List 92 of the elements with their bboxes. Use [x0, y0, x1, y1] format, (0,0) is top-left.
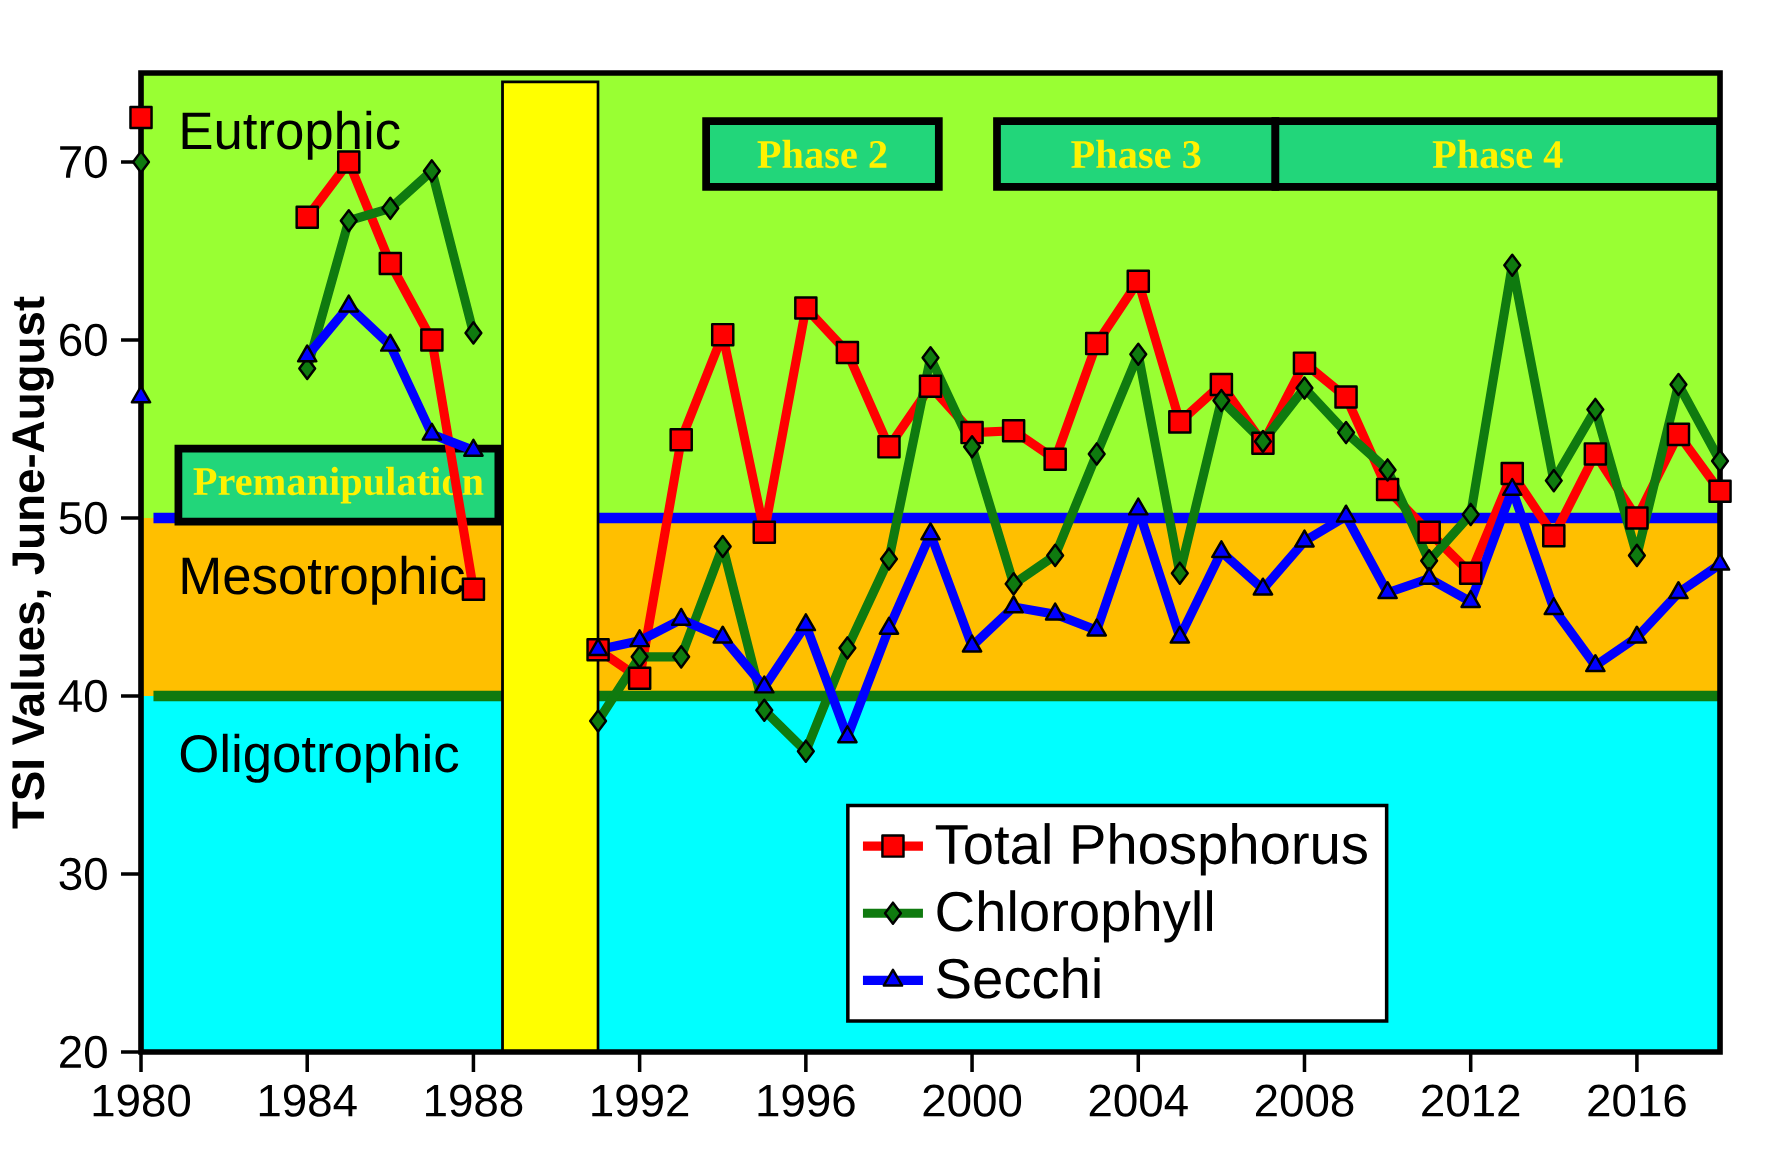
point: [381, 196, 400, 221]
point: [1001, 419, 1026, 443]
point: [1627, 543, 1647, 568]
x-tick-label: 2008: [1255, 1084, 1354, 1117]
point: [752, 520, 777, 545]
point: [921, 346, 940, 370]
point: [1087, 442, 1106, 466]
point: [879, 547, 899, 571]
point: [1543, 597, 1565, 616]
point: [1461, 502, 1480, 527]
point: [1583, 442, 1608, 466]
point: [464, 321, 483, 345]
point: [1295, 376, 1314, 400]
point: [1420, 548, 1439, 573]
point: [1212, 388, 1231, 413]
point: [877, 435, 901, 459]
point: [796, 739, 815, 763]
point: [1500, 461, 1525, 486]
point: [1542, 524, 1566, 548]
point: [1710, 449, 1730, 473]
point: [1170, 561, 1189, 585]
band-label: Phase 2: [757, 139, 887, 169]
x-tick-label: 1992: [592, 1084, 689, 1117]
legend-label: Secchi: [937, 957, 1100, 999]
point: [1129, 342, 1148, 367]
band-label: Eutrophic: [182, 110, 400, 160]
y-tick-label: 20: [60, 1035, 107, 1069]
point: [422, 159, 442, 183]
x-tick-label: 1988: [426, 1084, 523, 1117]
x-tick-label: 2004: [1089, 1084, 1188, 1117]
point: [1084, 331, 1109, 356]
point: [1544, 468, 1563, 493]
band-label: Phase 3: [1071, 139, 1201, 169]
point: [1375, 477, 1400, 502]
legend-label: Total Phosphorus: [935, 823, 1367, 876]
y-tick-label: 60: [60, 323, 107, 357]
point: [838, 636, 857, 660]
point: [1046, 543, 1065, 568]
point: [131, 150, 151, 174]
point: [629, 629, 650, 648]
y-tick-label: 30: [59, 857, 107, 891]
point: [835, 340, 860, 365]
point: [1336, 420, 1356, 445]
point: [1043, 447, 1067, 472]
point: [339, 208, 358, 233]
x-tick-label: 2000: [923, 1084, 1022, 1117]
point: [1458, 561, 1483, 585]
point: [1334, 385, 1358, 409]
point: [962, 435, 982, 459]
point: [1586, 397, 1605, 422]
x-tick-label: 1984: [259, 1084, 357, 1117]
point: [1708, 479, 1732, 504]
point: [1669, 372, 1688, 397]
point: [420, 328, 444, 352]
point: [1668, 581, 1689, 600]
point: [755, 698, 774, 723]
point: [1168, 410, 1192, 434]
x-tick-label: 2016: [1588, 1084, 1686, 1117]
point: [1377, 581, 1398, 600]
point: [588, 709, 608, 733]
y-tick-label: 50: [59, 501, 107, 535]
point: [1378, 458, 1397, 482]
point: [672, 645, 691, 669]
y-axis-title: TSI Values, June-August: [10, 296, 54, 829]
point: [713, 534, 732, 559]
y-tick-label: 40: [58, 679, 107, 713]
x-tick-label: 2012: [1422, 1084, 1520, 1117]
point: [630, 645, 649, 669]
band-label: Oligotrophic: [180, 733, 459, 783]
x-tick-label: 1996: [758, 1084, 855, 1117]
point: [1417, 520, 1441, 545]
point: [1625, 506, 1649, 530]
point: [795, 613, 817, 632]
point: [378, 251, 403, 276]
y-tick-label: 70: [60, 145, 107, 179]
point: [1004, 572, 1023, 596]
x-tick-label: 1980: [93, 1084, 191, 1117]
point: [1503, 253, 1522, 278]
point: [918, 374, 943, 399]
point: [1292, 351, 1317, 375]
point: [1666, 422, 1691, 447]
band-label: Mesotrophic: [182, 555, 465, 605]
point: [837, 725, 858, 744]
point: [794, 296, 818, 320]
point: [710, 322, 735, 347]
point: [627, 666, 652, 690]
point: [129, 105, 153, 130]
point: [1126, 269, 1151, 294]
legend-label: Chlorophyll: [937, 890, 1213, 943]
band-label: Phase 4: [1432, 139, 1563, 169]
point: [669, 427, 693, 452]
point: [295, 205, 319, 229]
